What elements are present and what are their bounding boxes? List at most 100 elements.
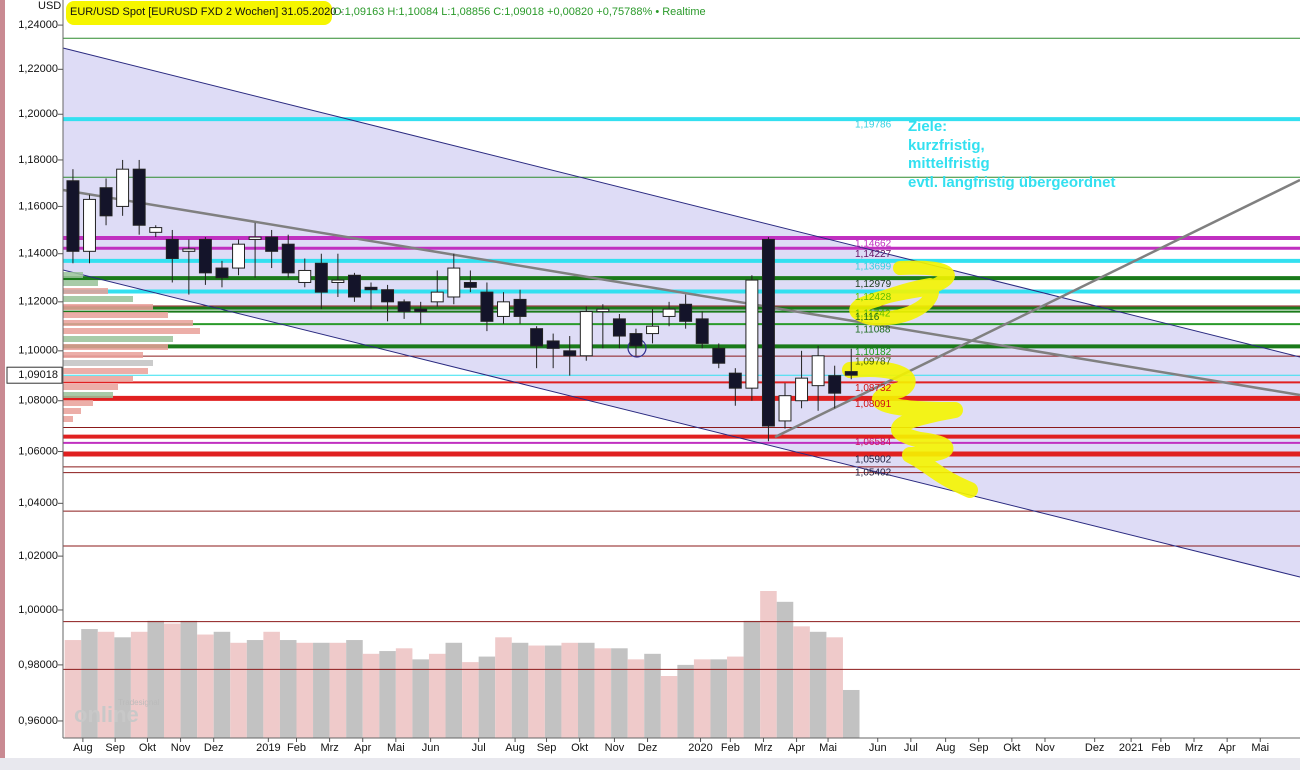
volume-bar	[594, 648, 612, 738]
x-tick-label: 2020	[688, 742, 712, 754]
x-tick-label: Okt	[1003, 742, 1020, 754]
volume-bar	[710, 659, 728, 738]
candle-body	[116, 168, 130, 207]
y-tick-label: 1,18000	[18, 154, 58, 166]
candle-body	[463, 281, 477, 288]
candle-body	[728, 372, 742, 389]
trend-line	[774, 178, 1300, 439]
volume-bar	[445, 642, 463, 738]
level-label: 1,12428	[855, 292, 892, 303]
volume-bar	[660, 676, 678, 738]
volume-bar	[428, 653, 446, 738]
quote: O:1,09163 H:1,10084 L:1,08856 C:1,09018 …	[333, 6, 706, 18]
x-tick-label: Feb	[721, 742, 740, 754]
candle-body	[430, 291, 444, 303]
candle-body	[480, 291, 494, 322]
volume-bar	[677, 664, 694, 738]
x-tick-label: Mrz	[1185, 742, 1203, 754]
profile-bar	[63, 288, 108, 294]
x-tick-label: Okt	[139, 742, 156, 754]
profile-bar	[63, 384, 118, 390]
y-tick-label: 0,98000	[18, 659, 58, 671]
y-tick-label: 1,24000	[18, 19, 58, 31]
volume-bar	[826, 637, 843, 738]
x-tick-label: Mai	[1251, 742, 1269, 754]
volume-bar	[246, 640, 264, 738]
level-label: 1,08732	[855, 383, 892, 394]
candle-body	[99, 187, 113, 217]
volume-bar	[263, 631, 280, 738]
y-tick-label: 1,22000	[18, 63, 58, 75]
profile-bar	[63, 360, 153, 366]
plot-area	[62, 37, 1300, 738]
y-tick-label: 1,00000	[18, 604, 58, 616]
x-tick-label: Apr	[788, 742, 805, 754]
y-unit: USD	[38, 0, 61, 12]
x-tick-label: 2019	[256, 742, 280, 754]
volume-bar	[296, 642, 314, 738]
candle-body	[265, 236, 279, 252]
channel-upper	[62, 47, 1300, 358]
candle-body	[679, 303, 693, 322]
x-tick-label: Nov	[1035, 742, 1055, 754]
candle-body	[530, 328, 544, 347]
candle-body	[149, 227, 163, 233]
volume-bar	[693, 659, 711, 738]
x-tick-label: Aug	[936, 742, 956, 754]
volume-bar	[147, 620, 165, 738]
level-label: 1,11088	[855, 325, 891, 336]
candle-body	[331, 279, 345, 283]
last-price-label: 1,09018	[18, 369, 58, 381]
level-label: 1,08091	[855, 399, 892, 410]
candle-body	[414, 308, 428, 313]
volume-bar	[213, 631, 231, 738]
candle-body	[298, 269, 312, 283]
volume-bar	[64, 640, 82, 738]
x-tick-label: Sep	[537, 742, 557, 754]
level-label: 1,12979	[855, 279, 892, 290]
x-tick-label: Aug	[505, 742, 525, 754]
volume-bar	[395, 648, 413, 738]
candle-body	[795, 377, 809, 402]
candle-body	[381, 289, 395, 303]
x-tick-label: Jun	[422, 742, 440, 754]
volume-bar	[346, 640, 363, 738]
annotation: kurzfristig,	[908, 137, 985, 154]
volume-bar	[511, 642, 529, 738]
candle-body	[579, 311, 593, 357]
profile-bar	[63, 368, 148, 374]
candle-body	[281, 243, 295, 274]
level-label: 1,13699	[855, 262, 892, 273]
y-tick-label: 1,06000	[18, 445, 58, 457]
volume-bar	[197, 634, 214, 738]
title-highlight	[66, 1, 332, 25]
volume-bar	[81, 629, 98, 738]
volume-bar	[462, 662, 479, 738]
x-tick-label: Nov	[605, 742, 625, 754]
candle-body	[745, 279, 759, 389]
candle-body	[215, 267, 229, 279]
y-tick-label: 1,12000	[18, 296, 58, 308]
volume-bar	[611, 648, 628, 738]
scribble	[849, 260, 955, 326]
level-label: 1,05402	[855, 468, 892, 479]
x-tick-label: Jul	[472, 742, 486, 754]
y-tick-label: 0,96000	[18, 715, 58, 727]
candle-body	[182, 248, 196, 252]
volume-bar	[495, 637, 512, 738]
level-label: 1,19786	[855, 120, 892, 131]
x-tick-label: Apr	[1219, 742, 1236, 754]
scribble	[842, 361, 978, 498]
volume-bar	[164, 623, 181, 738]
candle-body	[165, 238, 179, 259]
candle-body	[513, 298, 527, 317]
level-label: 1,11742	[855, 309, 891, 320]
volume-bar	[329, 642, 347, 738]
candle-body	[66, 180, 80, 252]
volume-bar	[114, 637, 131, 738]
volume-bar	[743, 620, 761, 738]
profile-bar	[63, 416, 73, 422]
last-price-box	[6, 366, 63, 384]
candle-body	[612, 318, 626, 337]
